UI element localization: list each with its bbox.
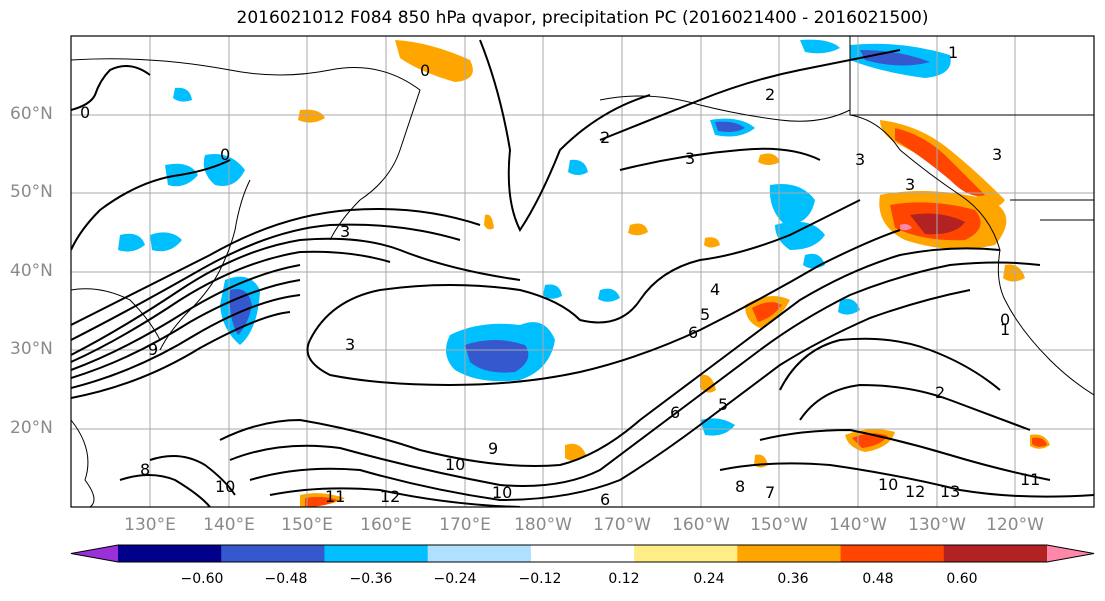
contour-label: 6 <box>670 403 680 422</box>
contour-label: 6 <box>688 323 698 342</box>
colorbar-segment <box>634 545 738 562</box>
lon-label: 130°W <box>908 515 966 535</box>
contour-label: 10 <box>215 477 235 496</box>
contour-label: 2 <box>600 128 610 147</box>
lat-label: 50°N <box>10 182 53 202</box>
colorbar-tick-label: −0.36 <box>349 571 393 587</box>
contour-label: 6 <box>600 490 610 509</box>
contour-label: 1 <box>1000 320 1010 339</box>
contour-label: 0 <box>220 145 230 164</box>
precip-shading <box>118 39 1050 507</box>
lon-label: 140°E <box>203 515 255 535</box>
colorbar-tick-label: 0.12 <box>608 571 640 587</box>
lat-label: 20°N <box>10 418 53 438</box>
contour-label: 3 <box>855 150 865 169</box>
contour-labels: 0 0 0 0 1 1 2 2 2 3 3 3 3 3 3 4 5 5 6 6 … <box>80 43 1040 509</box>
contour-label: 9 <box>488 439 498 458</box>
colorbar-segment <box>737 545 842 562</box>
colorbar-segment <box>324 545 429 562</box>
lon-label: 130°E <box>124 515 176 535</box>
contour-label: 7 <box>765 483 775 502</box>
contour-label: 11 <box>325 487 345 506</box>
contour-label: 11 <box>1020 470 1040 489</box>
contour-label: 2 <box>935 383 945 402</box>
contour-label: 5 <box>700 305 710 324</box>
contour-label: 5 <box>718 395 728 414</box>
colorbar-segment <box>71 545 118 562</box>
contour-label: 10 <box>492 483 512 502</box>
lon-label: 170°E <box>439 515 491 535</box>
colorbar-segment <box>221 545 325 562</box>
contour-label: 1 <box>948 43 958 62</box>
lon-label: 150°W <box>750 515 808 535</box>
contour-label: 10 <box>445 455 465 474</box>
contour-label: 3 <box>345 335 355 354</box>
lat-label: 30°N <box>10 339 53 359</box>
contour-label: 0 <box>420 61 430 80</box>
colorbar-tick-label: 0.24 <box>693 571 725 587</box>
colorbar-tick-label: −0.24 <box>433 571 477 587</box>
contour-label: 12 <box>380 487 400 506</box>
contour-label: 12 <box>905 482 925 501</box>
colorbar-tick-label: −0.48 <box>264 571 308 587</box>
contour-label: 10 <box>878 475 898 494</box>
colorbar-tick-label: −0.60 <box>180 571 224 587</box>
colorbar-segment <box>530 545 635 562</box>
lon-label: 170°W <box>593 515 651 535</box>
contour-label: 9 <box>148 340 158 359</box>
lon-label: 180°W <box>514 515 572 535</box>
colorbar-segment <box>1047 545 1094 562</box>
colorbar-tick-label: −0.12 <box>518 571 562 587</box>
colorbar-segment <box>943 545 1048 562</box>
lon-label: 120°W <box>986 515 1044 535</box>
lon-label: 160°W <box>672 515 730 535</box>
qvapor-contours <box>71 39 1094 507</box>
contour-label: 8 <box>735 477 745 496</box>
contour-label: 13 <box>940 482 960 501</box>
contour-label: 0 <box>80 103 90 122</box>
colorbar-segment <box>840 545 945 562</box>
colorbar-tick-label: 0.36 <box>777 571 809 587</box>
lon-label: 150°E <box>281 515 333 535</box>
lon-label: 160°E <box>360 515 412 535</box>
contour-label: 8 <box>140 460 150 479</box>
contour-label: 3 <box>992 145 1002 164</box>
contour-label: 2 <box>765 85 775 104</box>
contour-label: 3 <box>340 222 350 241</box>
colorbar-segment <box>118 545 222 562</box>
lat-label: 60°N <box>10 104 53 124</box>
colorbar-segment <box>427 545 532 562</box>
lat-label: 40°N <box>10 261 53 281</box>
contour-label: 3 <box>905 175 915 194</box>
colorbar-outline <box>70 544 1095 563</box>
contour-label: 4 <box>710 280 720 299</box>
lon-label: 140°W <box>829 515 887 535</box>
colorbar <box>70 544 1095 563</box>
map-title: 2016021012 F084 850 hPa qvapor, precipit… <box>236 8 929 28</box>
colorbar-tick-label: 0.48 <box>862 571 894 587</box>
contour-label: 0 <box>1000 310 1010 329</box>
map-frame <box>70 35 1095 508</box>
colorbar-tick-label: 0.60 <box>946 571 978 587</box>
contour-label: 3 <box>685 149 695 168</box>
